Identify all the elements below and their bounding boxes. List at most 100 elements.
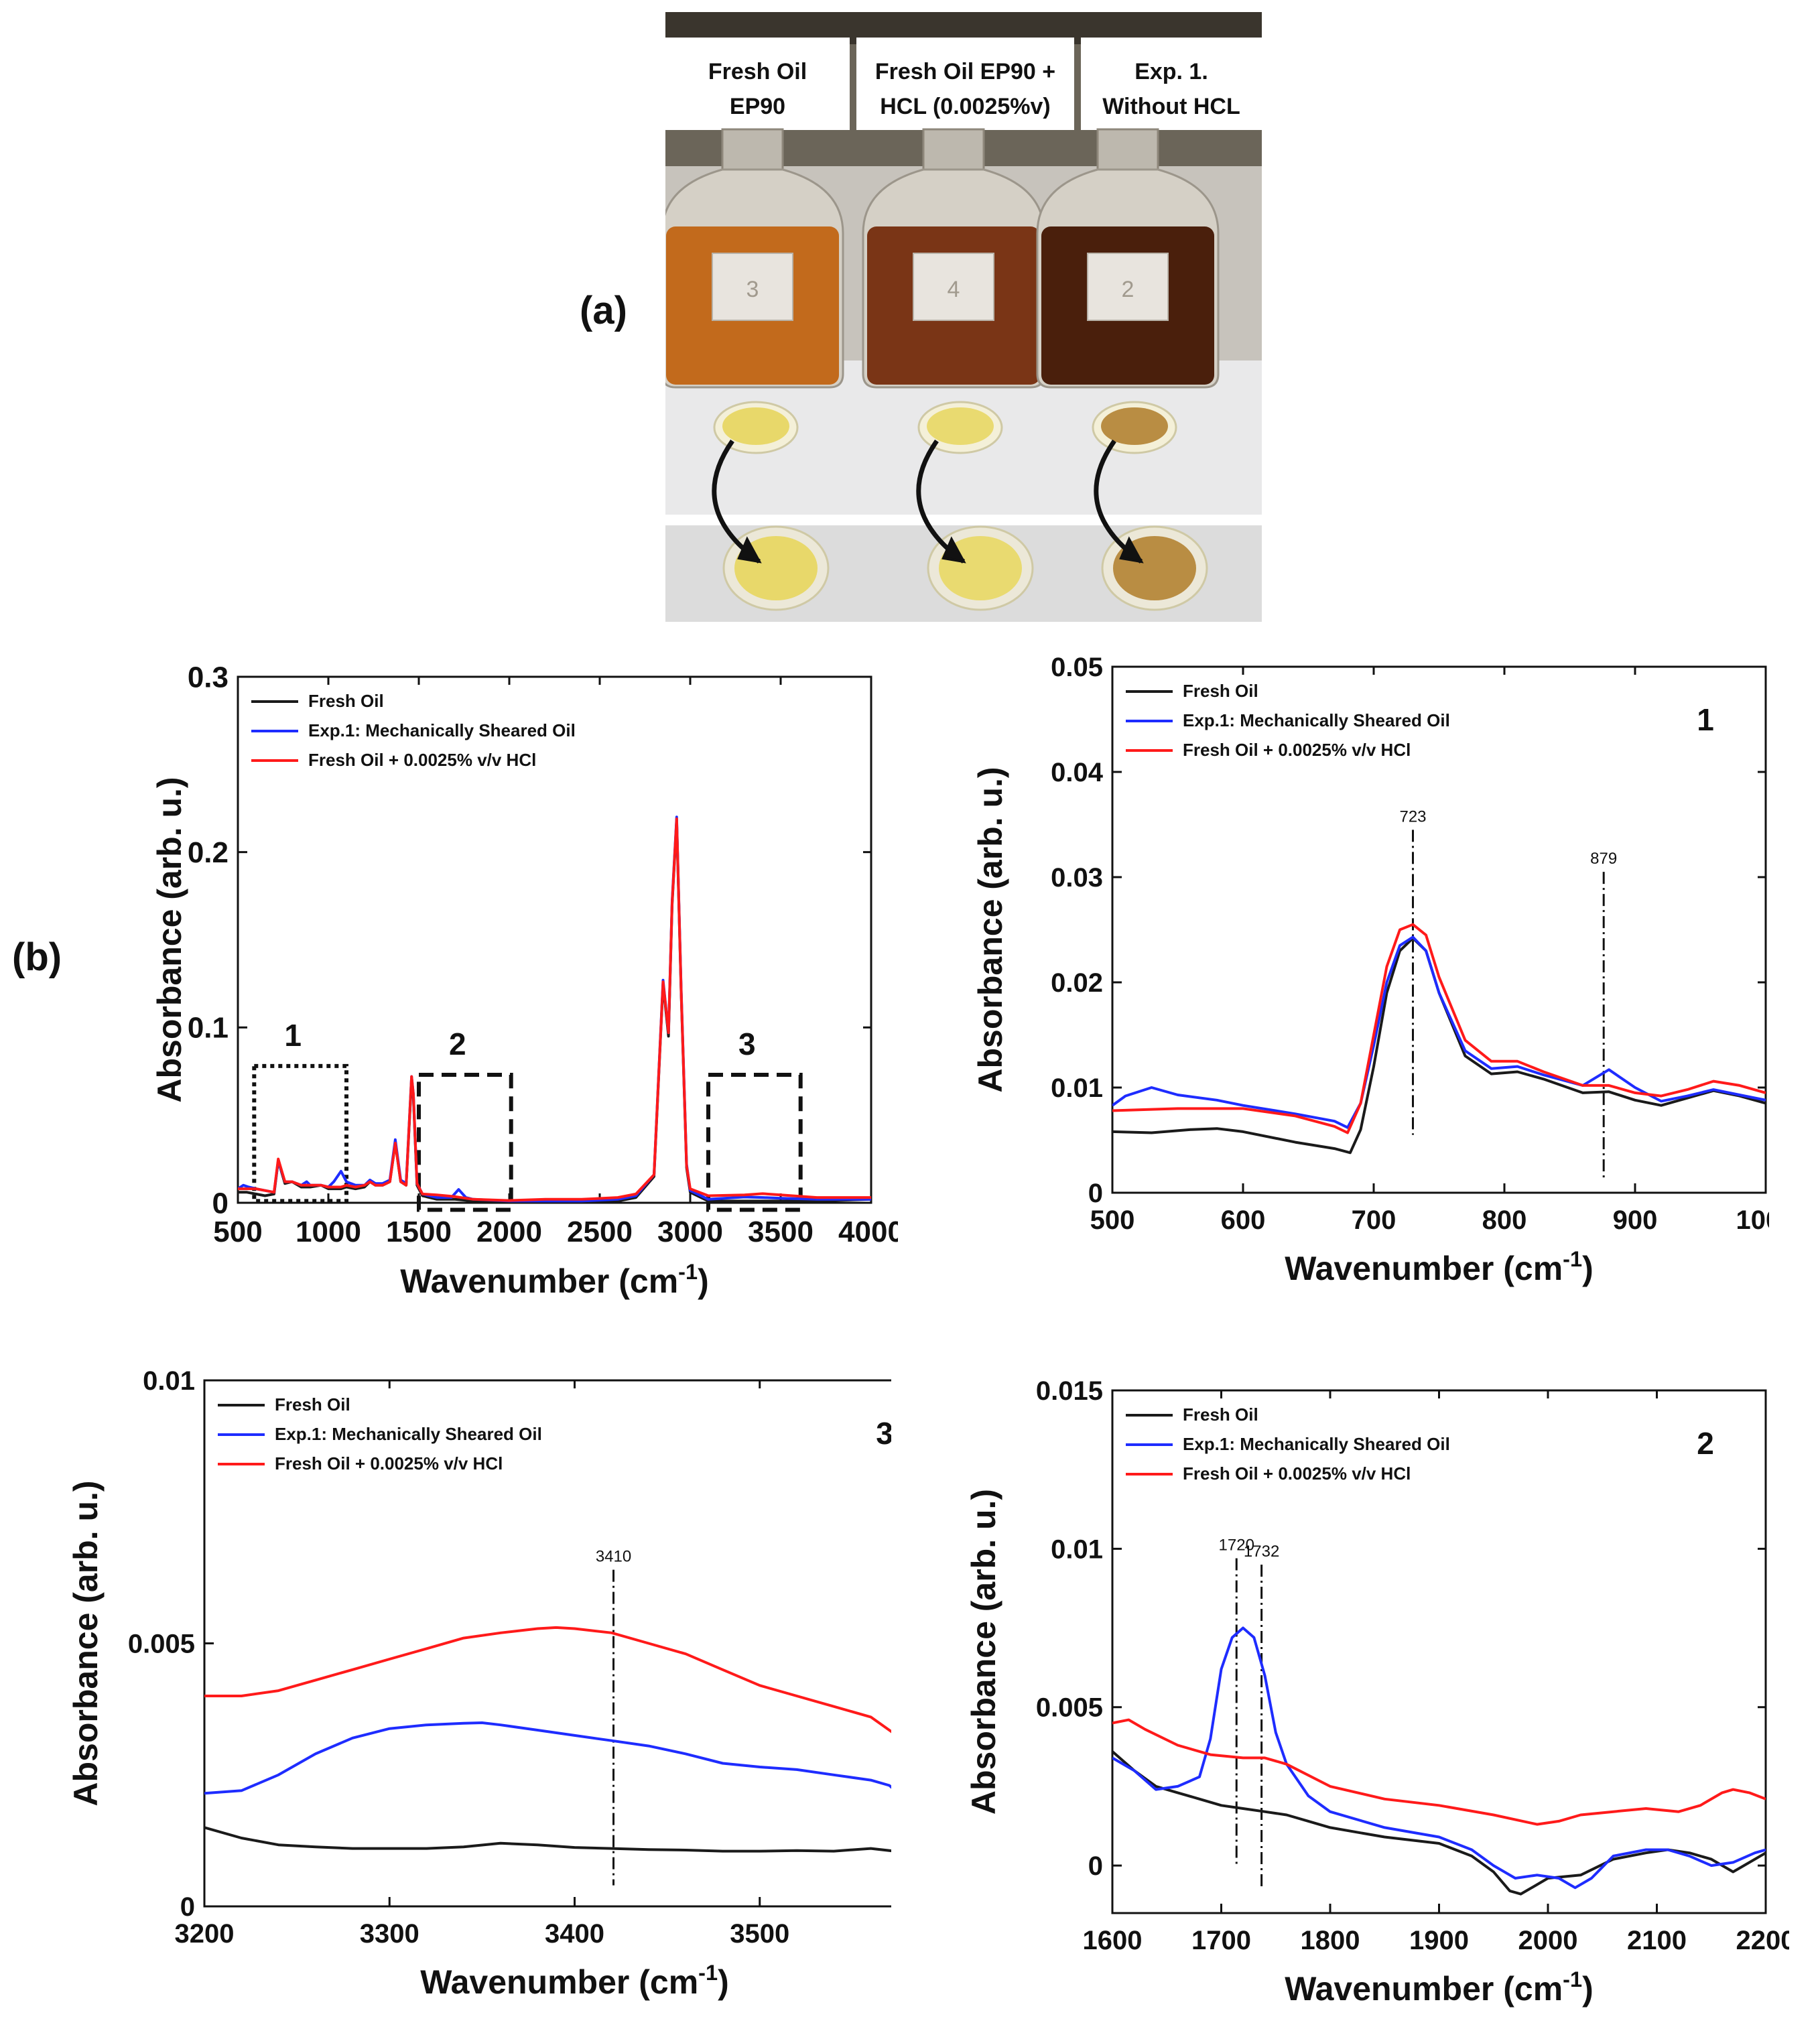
panel-number: 3 [876,1416,891,1451]
x-axis-label: Wavenumber (cm-1) [1285,1247,1593,1287]
y-tick-label: 0.01 [1051,1073,1103,1103]
legend-label: Exp.1: Mechanically Sheared Oil [308,720,576,740]
x-tick-label: 2000 [476,1216,542,1248]
bottle-label [913,253,994,321]
y-tick-label: 0 [212,1187,229,1220]
bottle-number: 2 [1122,277,1134,302]
legend-label: Fresh Oil [1183,681,1258,701]
peak-marker-label: 1720 [1219,1536,1254,1555]
y-tick-label: 0.3 [188,661,229,694]
series-group [1112,1626,1766,1896]
series-line-sheared-oil [238,815,871,1203]
y-tick-label: 0.2 [188,836,229,869]
photo-caption-line: Fresh Oil [708,59,807,84]
dish-top-oil [722,407,789,445]
y-tick-label: 0.01 [143,1367,195,1396]
x-tick-label: 4000 [838,1216,898,1248]
y-tick-label: 0.02 [1051,968,1103,998]
chart-region-1: 500 600 700 800 900 1000 0 0.01 0.02 0.03 0.04 0.05… [972,653,1769,1287]
legend-label: Fresh Oil [308,691,384,711]
bottle-number: 4 [948,277,960,302]
series-group [238,815,871,1203]
arrow-head-icon [941,536,966,564]
x-tick-label: 1500 [386,1216,452,1248]
x-tick-label: 900 [1613,1205,1658,1235]
chart-full-spectrum: 500 1000 1500 2000 2500 3000 3500 4000 0 0.1 0.2 0.… [151,661,898,1300]
region-box-label: 1 [284,1018,302,1053]
panel-number: 1 [1697,702,1714,737]
x-axis-label: Wavenumber (cm-1) [420,1961,728,2001]
panel-label-b: (b) [12,935,62,979]
x-tick-label: 2200 [1736,1926,1789,1955]
arrow-head-icon [737,536,762,564]
peak-marker-label: 1732 [1244,1543,1279,1561]
legend-label: Exp.1: Mechanically Sheared Oil [1183,710,1450,730]
y-tick-label: 0.005 [128,1630,195,1659]
x-tick-label: 3500 [748,1216,814,1248]
panel-label-a: (a) [580,289,627,332]
plot-frame [1111,665,1767,1194]
legend-label: Exp.1: Mechanically Sheared Oil [1183,1434,1450,1454]
x-tick-label: 500 [213,1216,262,1248]
bottle-label [1087,253,1169,321]
photo-caption-box [665,38,850,130]
y-axis-label: Absorbance (arb. u.) [151,777,188,1102]
region-box-label: 3 [738,1027,756,1061]
x-tick-label: 2100 [1627,1926,1687,1955]
region-box [706,1072,803,1212]
photo-caption-line: EP90 [730,94,785,119]
peak-marker-label: 723 [1399,807,1426,826]
x-tick-label: 3300 [360,1919,419,1949]
y-tick-label: 0.015 [1036,1376,1103,1406]
y-tick-label: 0.005 [1036,1693,1103,1723]
x-axis-label: Wavenumber (cm-1) [400,1260,708,1300]
series-line-hcl-oil [238,817,871,1202]
x-tick-label: 2500 [567,1216,633,1248]
x-tick-label: 600 [1221,1205,1266,1235]
y-tick-label: 0 [1088,1851,1103,1881]
bottle-neck [721,128,784,171]
x-tick-label: 3200 [175,1919,235,1949]
series-line-fresh-oil [1112,937,1766,1155]
photo-caption-line: HCL (0.0025%v) [880,94,1051,119]
series-line-fresh-oil [204,1826,891,1853]
series-line-hcl-oil [204,1626,891,1733]
legend-label: Fresh Oil + 0.0025% v/v HCl [308,750,536,770]
panel-number: 2 [1697,1426,1714,1461]
y-axis-label: Absorbance (arb. u.) [67,1480,105,1806]
peak-marker-label: 3410 [596,1548,631,1566]
region-box [252,1063,348,1203]
y-tick-label: 0.1 [188,1012,229,1045]
x-tick-label: 800 [1482,1205,1527,1235]
y-tick-label: 0 [1088,1179,1103,1208]
series-line-sheared-oil [1112,935,1766,1129]
chart-region-3: 3200330034003500360000.0050.01Wavenumber… [67,1367,891,2001]
legend-label: Fresh Oil + 0.0025% v/v HCl [1183,1463,1411,1484]
series-group [1112,923,1766,1155]
x-tick-label: 1000 [1736,1205,1769,1235]
y-axis-label: Absorbance (arb. u.) [972,767,1009,1092]
peak-marker-label: 879 [1590,850,1617,868]
bottle-label [712,253,793,321]
oil-bottles-photo: Fresh Oil EP90 Fresh Oil EP90 + HCL (0.0025… [665,12,1262,622]
x-tick-label: 3400 [545,1919,604,1949]
x-tick-label: 700 [1352,1205,1396,1235]
region-box [417,1072,513,1212]
y-axis-label: Absorbance (arb. u.) [965,1489,1002,1815]
photo-caption-box [856,38,1074,130]
legend-label: Fresh Oil [1183,1404,1258,1425]
series-line-hcl-oil [1112,1718,1766,1826]
x-tick-label: 500 [1090,1205,1135,1235]
series-line-hcl-oil [1112,923,1766,1134]
series-group [204,1626,891,1853]
region-box-label: 2 [449,1027,466,1061]
bottle-neck [922,128,985,171]
dish-top-oil [927,407,994,445]
photo-caption-line: Fresh Oil EP90 + [875,59,1055,84]
y-tick-label: 0 [180,1892,195,1922]
series-line-sheared-oil [1112,1626,1766,1890]
x-tick-label: 1000 [296,1216,361,1248]
bottle-neck [1096,128,1159,171]
x-tick-label: 3500 [730,1919,789,1949]
x-tick-label: 1800 [1301,1926,1360,1955]
